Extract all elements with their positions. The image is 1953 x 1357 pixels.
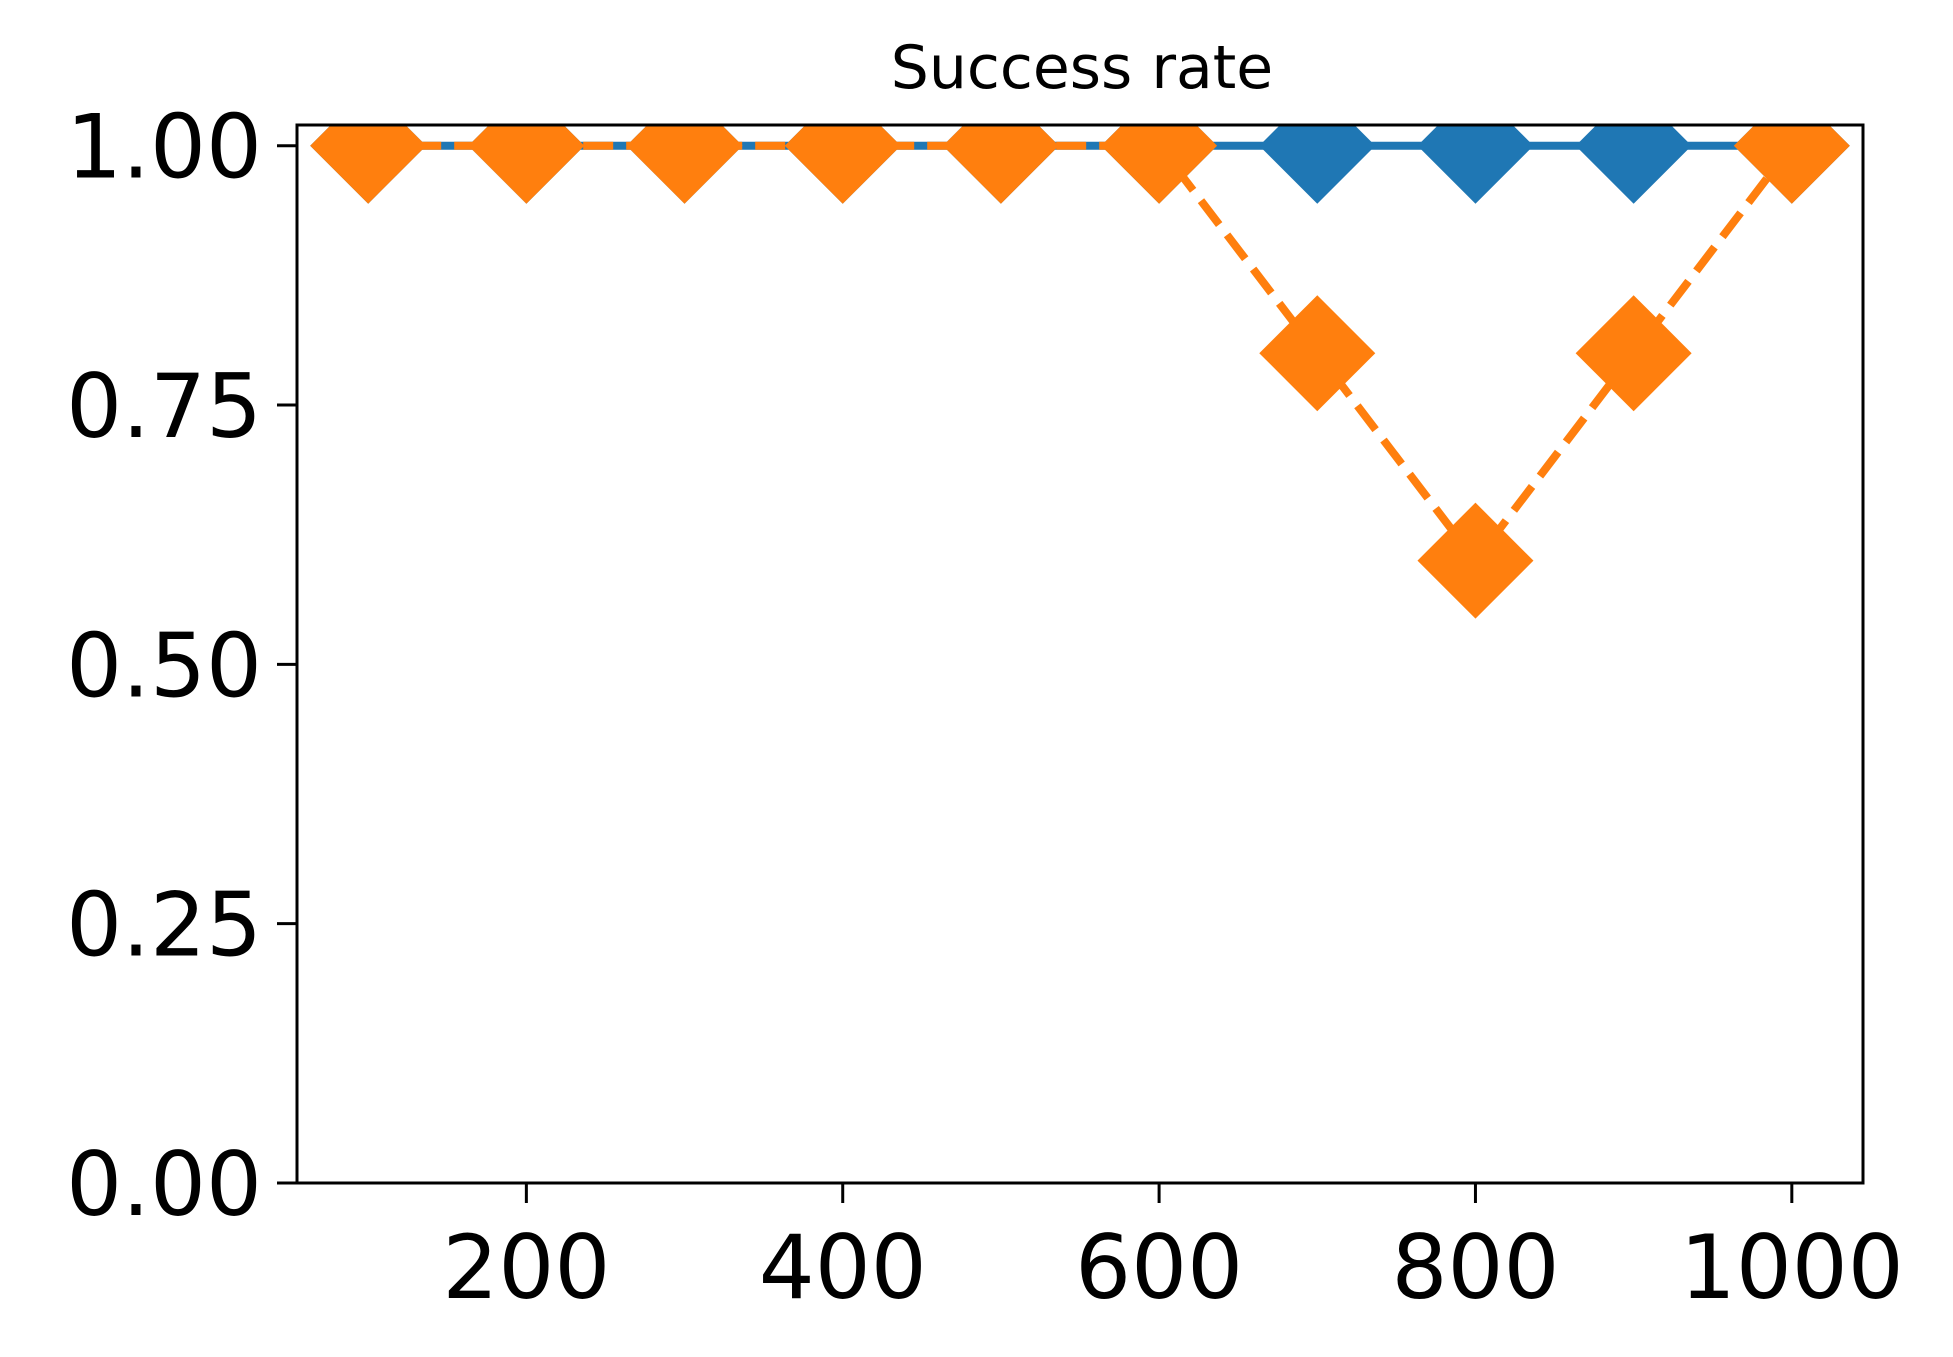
series-layer bbox=[310, 125, 1850, 619]
x-tick-label: 200 bbox=[442, 1216, 610, 1319]
x-tick-label: 1000 bbox=[1680, 1216, 1904, 1319]
y-tick-label: 0.50 bbox=[66, 614, 262, 717]
x-tick-label: 600 bbox=[1075, 1216, 1243, 1319]
series-2-point bbox=[468, 125, 585, 204]
series-1-point bbox=[1575, 125, 1692, 204]
series-2-point bbox=[1417, 502, 1534, 619]
series-1-point bbox=[1417, 125, 1534, 204]
series-2-point bbox=[1259, 295, 1376, 412]
series-2-point bbox=[784, 125, 901, 204]
chart-title: Success rate bbox=[891, 33, 1273, 103]
series-2 bbox=[310, 125, 1850, 619]
series-1-point bbox=[1259, 125, 1376, 204]
series-2-line bbox=[368, 141, 1795, 568]
series-2-point bbox=[1575, 295, 1692, 412]
x-tick-label: 800 bbox=[1391, 1216, 1559, 1319]
series-2-point bbox=[1101, 125, 1218, 204]
series-2-point bbox=[942, 125, 1059, 204]
axis-layer: 200 400 600 800 1000 0.00 0.25 0.50 0.75 1.00 bbox=[66, 96, 1904, 1319]
series-2-point bbox=[626, 125, 743, 204]
y-tick-label: 0.75 bbox=[66, 355, 262, 458]
x-tick-label: 400 bbox=[759, 1216, 927, 1319]
plot-frame bbox=[295, 123, 1865, 1185]
y-tick-label: 0.00 bbox=[66, 1133, 262, 1236]
series-2-point bbox=[310, 125, 427, 204]
y-tick-label: 0.25 bbox=[66, 874, 262, 977]
y-tick-label: 1.00 bbox=[66, 96, 262, 199]
series-2-point bbox=[1733, 125, 1850, 204]
